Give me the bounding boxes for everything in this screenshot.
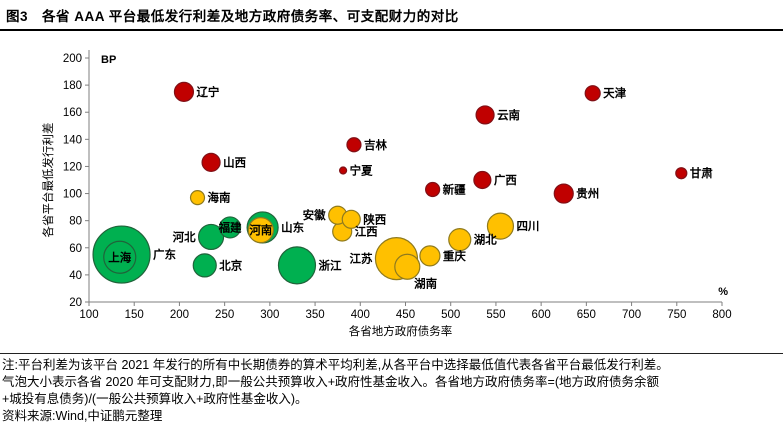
bubble-重庆 — [419, 245, 441, 267]
chart-canvas: 20 40 60 80 100 120 140 160 180 200 100 150 200 250 30… — [41, 50, 732, 338]
y-tick-label: 160 — [63, 107, 82, 119]
bubble-福建 — [218, 216, 242, 239]
bubble-label-辽宁: 辽宁 — [196, 85, 219, 99]
y-tick-label: 80 — [69, 216, 82, 228]
x-axis-title: 各省地方政府债务率 — [349, 324, 453, 338]
bubble-北京 — [192, 253, 217, 278]
bubble-label-山东: 山东 — [281, 220, 304, 234]
bubble-河南 — [247, 217, 274, 244]
bubble-label-湖北: 湖北 — [474, 233, 497, 247]
x-tick-label: 800 — [712, 309, 731, 321]
bubble-label-四川: 四川 — [516, 220, 539, 233]
note-line-1: 注:平台利差为该平台 2021 年发行的所有中长期债券的算术平均利差,从各平台中… — [2, 358, 669, 372]
bubble-label-江苏: 江苏 — [349, 252, 372, 266]
bubble-label-海南: 海南 — [208, 191, 231, 205]
bubble-广西 — [473, 170, 492, 190]
bubble-label-重庆: 重庆 — [443, 249, 466, 263]
bubble-湖南 — [394, 253, 421, 280]
bubble-label-江西: 江西 — [355, 225, 378, 239]
x-tick-label: 450 — [396, 309, 415, 321]
y-unit-label: BP — [101, 54, 116, 66]
y-tick-label: 60 — [69, 243, 82, 255]
bubble-山西 — [201, 152, 221, 172]
bubble-天津 — [584, 85, 601, 102]
bubble-宁夏 — [339, 166, 348, 175]
y-tick-label: 180 — [63, 80, 82, 92]
bubble-甘肃 — [675, 167, 688, 180]
note-line-3: +城投有息债务)/(一般公共预算收入+政府性基金收入)。 — [2, 392, 308, 406]
bubble-四川 — [486, 212, 515, 240]
x-tick-label: 600 — [532, 309, 551, 321]
bubble-吉林 — [346, 137, 362, 153]
bubble-辽宁 — [173, 81, 195, 102]
bubble-label-河北: 河北 — [173, 230, 196, 244]
bubble-label-天津: 天津 — [603, 86, 626, 100]
x-tick-label: 150 — [125, 309, 144, 321]
source-line: 资料来源:Wind,中证鹏元整理 — [2, 409, 163, 423]
x-tick-label: 350 — [305, 309, 324, 321]
bubble-海南 — [189, 190, 206, 206]
y-tick-label: 20 — [69, 297, 82, 309]
y-tick-label: 100 — [63, 189, 82, 201]
bubble-label-上海: 上海 — [108, 250, 131, 264]
bubble-湖北 — [448, 228, 472, 252]
bubble-上海 — [103, 240, 137, 274]
bubble-label-安徽: 安徽 — [303, 208, 326, 222]
y-tick-label: 200 — [63, 53, 82, 65]
bubble-新疆 — [425, 181, 441, 198]
bubble-陕西 — [341, 209, 361, 229]
title-divider — [0, 29, 783, 31]
x-tick-label: 100 — [79, 309, 98, 321]
bubble-label-新疆: 新疆 — [443, 182, 466, 196]
bubble-label-河南: 河南 — [249, 223, 272, 237]
bubble-label-广东: 广东 — [153, 248, 176, 262]
bubble-label-吉林: 吉林 — [364, 138, 387, 152]
bubble-贵州 — [553, 183, 574, 204]
bubble-label-贵州: 贵州 — [576, 187, 599, 201]
bubble-label-湖南: 湖南 — [414, 276, 437, 290]
bubble-河北 — [197, 223, 225, 251]
bubble-云南 — [475, 105, 495, 125]
x-unit-label: % — [718, 286, 728, 298]
note-line-2: 气泡大小表示各省 2020 年可支配财力,即一般公共预算收入+政府性基金收入。各… — [2, 375, 659, 389]
x-tick-label: 500 — [441, 309, 460, 321]
bubble-label-浙江: 浙江 — [318, 258, 341, 272]
x-tick-label: 650 — [577, 309, 596, 321]
bubble-label-山西: 山西 — [223, 155, 246, 169]
bubble-label-陕西: 陕西 — [363, 212, 386, 226]
y-tick-label: 140 — [63, 134, 82, 146]
x-tick-label: 250 — [215, 309, 234, 321]
y-axis-title: 各省平台最低发行利差 — [41, 123, 55, 238]
bubble-label-甘肃: 甘肃 — [690, 166, 713, 180]
y-tick-label: 120 — [63, 161, 82, 173]
x-tick-label: 750 — [667, 309, 686, 321]
x-tick-label: 200 — [170, 309, 189, 321]
x-tick-label: 550 — [486, 309, 505, 321]
bubble-label-福建: 福建 — [218, 220, 242, 234]
bubble-浙江 — [277, 246, 317, 285]
x-tick-label: 300 — [260, 309, 279, 321]
bubble-label-北京: 北京 — [219, 258, 242, 272]
x-tick-label: 700 — [622, 309, 641, 321]
bubble-label-云南: 云南 — [497, 108, 520, 122]
x-tick-label: 400 — [351, 309, 370, 321]
figure-title: 图3 各省 AAA 平台最低发行利差及地方政府债务率、可支配财力的对比 — [6, 9, 459, 24]
figure-notes: 注:平台利差为该平台 2021 年发行的所有中长期债券的算术平均利差,从各平台中… — [0, 353, 783, 425]
bubble-label-广西: 广西 — [494, 173, 517, 187]
y-tick-label: 40 — [69, 270, 82, 282]
bubble-label-宁夏: 宁夏 — [350, 164, 373, 178]
